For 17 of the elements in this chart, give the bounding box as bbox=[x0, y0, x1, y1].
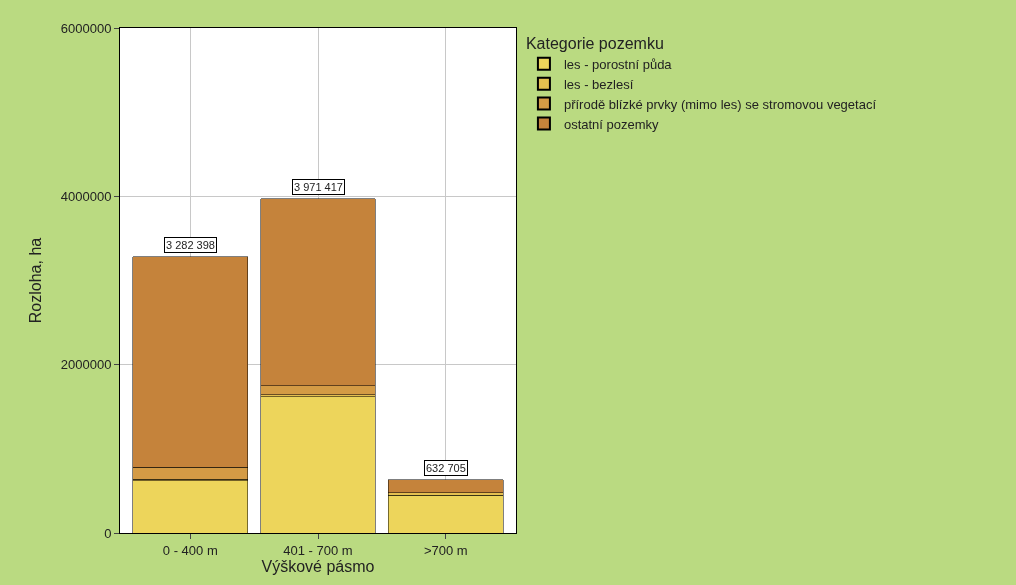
total-label: 632 705 bbox=[426, 462, 466, 474]
y-tick-label: 6000000 bbox=[60, 20, 112, 36]
legend-label: přírodě blízké prvky (mimo les) se stromovou vegetací bbox=[563, 96, 877, 112]
y-tick-label: 0 bbox=[104, 525, 112, 541]
total-label: 3 971 417 bbox=[294, 181, 343, 193]
x-tick-label: >700 m bbox=[423, 542, 468, 558]
legend-label: les - bezlesí bbox=[563, 76, 634, 92]
legend-title: Kategorie pozemku bbox=[525, 34, 664, 52]
x-axis-title: Výškové pásmo bbox=[261, 558, 375, 576]
total-label: 3 282 398 bbox=[166, 239, 215, 251]
legend-label: les - porostní půda bbox=[563, 56, 673, 72]
legend-label: ostatní pozemky bbox=[563, 116, 660, 132]
y-tick-label: 2000000 bbox=[60, 357, 112, 373]
y-axis-title: Rozloha, ha bbox=[26, 237, 44, 324]
y-tick-label: 4000000 bbox=[60, 188, 112, 204]
x-tick-label: 401 - 700 m bbox=[283, 542, 353, 558]
x-tick-label: 0 - 400 m bbox=[162, 542, 218, 558]
